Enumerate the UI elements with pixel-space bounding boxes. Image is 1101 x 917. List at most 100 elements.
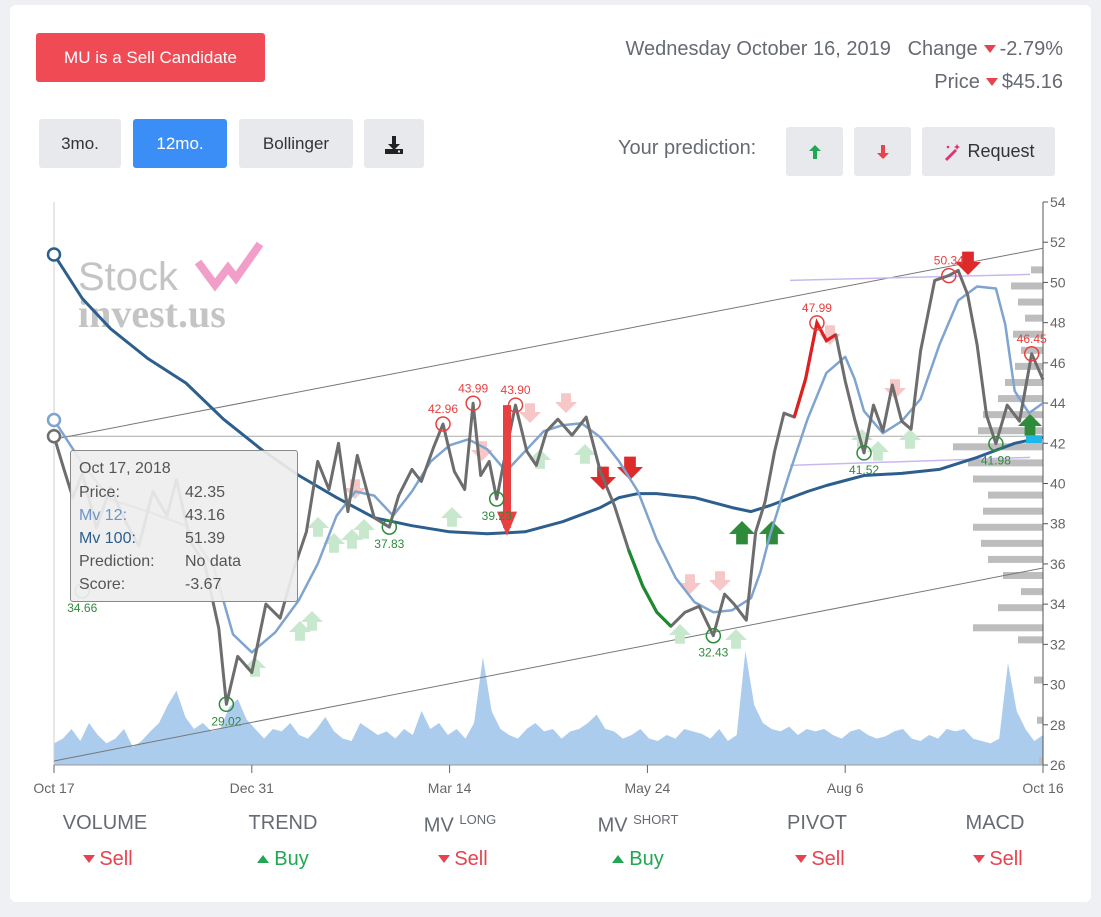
range-12mo-button[interactable]: 12mo. xyxy=(133,119,227,168)
pivot-label-high: 43.90 xyxy=(501,383,531,397)
price-down-icon xyxy=(985,77,998,86)
tooltip-score-value: -3.67 xyxy=(185,576,222,593)
sell-signal-icon xyxy=(617,456,643,480)
arrow-down-icon xyxy=(876,144,889,159)
change-label: Change xyxy=(907,38,978,60)
predict-up-button[interactable] xyxy=(786,127,843,176)
pivot-circle-high xyxy=(435,416,451,432)
y-tick-label: 52 xyxy=(1050,234,1066,250)
volume-profile-bar xyxy=(973,523,1043,531)
volume-profile-bar xyxy=(1005,378,1043,386)
pivot-circle-high xyxy=(1023,346,1040,362)
x-tick-label: Mar 14 xyxy=(428,780,472,796)
volume-profile-bar xyxy=(1025,314,1043,322)
sell-bar-arrow-icon xyxy=(497,511,517,536)
change-value: -2.79% xyxy=(999,38,1063,60)
y-tick-label: 50 xyxy=(1050,274,1066,290)
volume-profile-bar xyxy=(983,507,1043,515)
range-3mo-button[interactable]: 3mo. xyxy=(39,119,121,168)
pivot-label-high: 47.99 xyxy=(802,301,832,315)
pivot-circle-low xyxy=(856,445,872,461)
buy-signal-light-icon xyxy=(899,429,921,449)
sell-signal-light-icon xyxy=(555,393,577,413)
short-channel-lower xyxy=(789,456,1031,467)
indicator-sup: LONG xyxy=(459,812,497,827)
x-tick-label: Dec 31 xyxy=(230,780,275,796)
sell-arrow-icon xyxy=(83,854,96,863)
short-channel-upper xyxy=(789,273,1031,282)
change-down-icon xyxy=(983,44,996,53)
y-tick-label: 44 xyxy=(1050,395,1066,411)
pivot-label-low: 39.23 xyxy=(482,509,512,523)
pivot-label-high: 50.34 xyxy=(934,254,964,268)
watermark-stock: Stock xyxy=(78,255,179,299)
pivot-circle-low xyxy=(988,435,1004,452)
volume-profile-bar xyxy=(953,443,1043,451)
arrow-up-icon xyxy=(808,144,821,159)
x-tick-label: Oct 17 xyxy=(33,780,74,796)
volume-profile-bar xyxy=(978,427,1043,435)
sell-signal-light-icon xyxy=(884,379,906,399)
sell-signal-light-icon xyxy=(709,571,731,591)
volume-profile-bar xyxy=(1034,676,1043,684)
indicator-pivot[interactable]: PIVOT Sell xyxy=(737,812,897,871)
tooltip-prediction-value: No data xyxy=(185,553,242,570)
tooltip-price-label: Price: xyxy=(79,484,120,501)
indicator-signal: Buy xyxy=(274,848,309,870)
indicator-mv-long[interactable]: MV LONG Sell xyxy=(380,812,540,871)
buy-signal-light-icon xyxy=(307,517,329,537)
watermark-logo-icon xyxy=(194,241,264,292)
sell-candidate-badge[interactable]: MU is a Sell Candidate xyxy=(36,33,265,82)
sell-signal-light-icon xyxy=(471,441,493,461)
tooltip-mv100-label: Mv 100: xyxy=(79,530,136,547)
volume-profile-bar xyxy=(1018,298,1043,306)
download-button[interactable] xyxy=(364,119,424,168)
indicator-volume[interactable]: VOLUME Sell xyxy=(25,812,185,871)
magic-wand-icon xyxy=(945,144,961,162)
indicator-mv-short[interactable]: MV SHORT Buy xyxy=(558,812,718,871)
indicator-signal: Buy xyxy=(629,848,664,870)
buy-signal-light-icon xyxy=(851,429,873,449)
date-change-line: Wednesday October 16, 2019 Change -2.79% xyxy=(626,38,1063,61)
volume-profile-bar xyxy=(1037,716,1043,724)
buy-signal-light-icon xyxy=(341,529,363,549)
request-button[interactable]: Request xyxy=(922,127,1055,176)
current-price-marker xyxy=(1026,435,1042,444)
price-segment-green xyxy=(627,549,673,628)
volume-profile-bar xyxy=(1039,757,1043,764)
series-line-price xyxy=(52,268,1045,706)
indicator-trend[interactable]: TREND Buy xyxy=(203,812,363,871)
indicator-sup: SHORT xyxy=(633,812,679,827)
sell-signal-bar xyxy=(503,405,511,528)
indicator-name: MV xyxy=(597,814,628,837)
volume-profile-bar xyxy=(1011,282,1043,290)
indicator-name: VOLUME xyxy=(62,812,148,834)
price-tooltip: Oct 17, 2018 Price: 42.35 Mv 12: 43.16 M… xyxy=(70,450,298,602)
buy-signal-light-icon xyxy=(289,621,311,641)
series-line-mv-12 xyxy=(52,285,1044,654)
price-line: Price $45.16 xyxy=(934,71,1063,94)
pivot-circle-low xyxy=(488,491,505,507)
volume-profile-bar xyxy=(973,624,1043,632)
pivot-circle-high xyxy=(507,397,524,413)
pivot-label-high: 43.99 xyxy=(458,381,488,395)
buy-signal-light-icon xyxy=(669,624,691,644)
bollinger-button[interactable]: Bollinger xyxy=(239,119,353,168)
indicator-signal: Sell xyxy=(99,848,133,870)
indicator-macd[interactable]: MACD Sell xyxy=(915,812,1075,871)
tooltip-mv100-value: 51.39 xyxy=(185,530,226,547)
price-value: $45.16 xyxy=(1001,71,1063,93)
x-tick-label: Oct 16 xyxy=(1022,780,1063,796)
pivot-label-low: 37.83 xyxy=(374,537,404,551)
volume-profile-bar xyxy=(973,475,1043,483)
pivot-label-low: 34.66 xyxy=(67,601,97,615)
predict-down-button[interactable] xyxy=(854,127,911,176)
volume-profile-bar xyxy=(1021,588,1043,596)
y-tick-label: 38 xyxy=(1050,516,1066,532)
series-start-marker xyxy=(46,247,62,262)
indicator-signal: Sell xyxy=(454,848,488,870)
watermark-invest: invest.us xyxy=(78,291,226,336)
